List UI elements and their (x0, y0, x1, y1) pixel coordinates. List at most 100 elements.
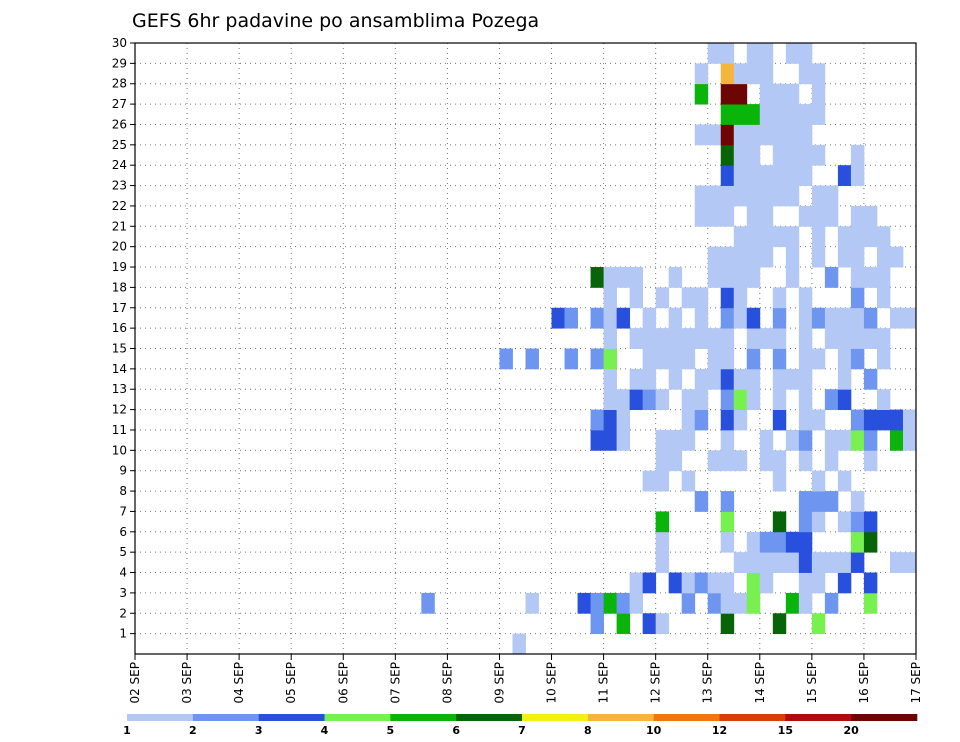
heatmap-cell (759, 205, 774, 227)
heatmap-cell (863, 592, 878, 614)
x-tick-label: 14 SEP (753, 662, 767, 704)
heatmap-cell (837, 246, 852, 268)
y-tick-label: 24 (112, 158, 127, 172)
heatmap-cell (759, 104, 774, 125)
heatmap-cell (798, 592, 813, 614)
legend-label: 4 (321, 724, 329, 737)
heatmap-cell (746, 165, 761, 186)
heatmap-cell (811, 246, 826, 268)
heatmap-cell (720, 267, 735, 288)
legend-swatch (390, 714, 457, 721)
heatmap-cell (811, 491, 826, 512)
heatmap-cell (564, 307, 578, 329)
heatmap-cell (668, 267, 683, 288)
x-tick-label: 15 SEP (805, 662, 819, 704)
heatmap-cell (720, 63, 735, 85)
heatmap-cell (694, 368, 709, 390)
heatmap-cell (811, 552, 826, 573)
heatmap-cell (733, 409, 748, 431)
heatmap-cell (759, 165, 774, 186)
legend-label: 2 (189, 724, 197, 737)
heatmap-cell (798, 429, 813, 451)
x-tick-label: 06 SEP (336, 662, 350, 704)
heatmap-cell (772, 531, 787, 553)
heatmap-cell (616, 592, 631, 614)
heatmap-cell (785, 246, 800, 268)
heatmap-cell (798, 511, 813, 533)
y-tick-label: 1 (119, 627, 127, 641)
heatmap-cell (798, 307, 813, 329)
heatmap-cell (707, 246, 722, 268)
heatmap-cell (876, 226, 891, 248)
heatmap-cell (798, 389, 813, 410)
heatmap-cell (876, 328, 891, 349)
heatmap-cell (850, 409, 865, 431)
heatmap-cell (772, 511, 787, 533)
heatmap-cell (772, 409, 787, 431)
heatmap-cell (863, 267, 878, 288)
y-tick-label: 4 (119, 566, 127, 580)
heatmap-cell (837, 226, 852, 248)
x-tick-label: 17 SEP (909, 662, 923, 704)
heatmap-cell (720, 246, 735, 268)
heatmap-cell (811, 144, 826, 166)
heatmap-cell (720, 613, 735, 635)
y-tick-label: 20 (112, 240, 127, 254)
heatmap-cell (772, 104, 787, 125)
heatmap-cell (733, 165, 748, 186)
heatmap-cell (798, 165, 813, 186)
heatmap-cell (772, 307, 787, 329)
heatmap-cell (850, 307, 865, 329)
heatmap-cell (863, 368, 878, 390)
heatmap-cell (837, 511, 852, 533)
heatmap-cell (746, 246, 761, 268)
heatmap-cell (720, 287, 735, 309)
heatmap-cell (876, 409, 891, 431)
heatmap-cell (655, 450, 670, 472)
heatmap-cell (837, 470, 852, 492)
heatmap-cell (863, 205, 878, 227)
heatmap-cell (785, 267, 800, 288)
heatmap-cell (655, 348, 670, 370)
heatmap-cell (720, 592, 735, 614)
heatmap-cell (759, 552, 774, 573)
heatmap-cell (720, 205, 735, 227)
heatmap-cell (655, 429, 670, 451)
heatmap-cell (759, 83, 774, 105)
legend-swatch (851, 714, 918, 721)
heatmap-cell (564, 348, 578, 370)
heatmap-cell (720, 124, 735, 146)
heatmap-cell (811, 307, 826, 329)
heatmap-cell (733, 267, 748, 288)
x-tick-label: 11 SEP (597, 662, 611, 704)
heatmap-cell (863, 307, 878, 329)
heatmap-cell (746, 592, 761, 614)
heatmap-cell (629, 572, 644, 594)
heatmap-cell (733, 552, 748, 573)
heatmap-cell (811, 185, 826, 207)
legend-label: 3 (255, 724, 263, 737)
heatmap-cell (850, 144, 865, 166)
heatmap-cell (876, 287, 891, 309)
heatmap-cell (655, 511, 670, 533)
heatmap-cell (824, 307, 839, 329)
heatmap-cell (707, 205, 722, 227)
heatmap-cell (694, 63, 709, 85)
heatmap-cell (720, 409, 735, 431)
heatmap-cell (772, 328, 787, 349)
heatmap-cell (811, 572, 826, 594)
heatmap-cell (746, 531, 761, 553)
legend-label: 10 (646, 724, 662, 737)
heatmap-cell (681, 592, 696, 614)
heatmap-cell (837, 389, 852, 410)
heatmap-cell (668, 368, 683, 390)
heatmap-cell (811, 348, 826, 370)
heatmap-cell (655, 328, 670, 349)
heatmap-cell (798, 104, 813, 125)
heatmap-cell (785, 83, 800, 105)
heatmap-cell (772, 552, 787, 573)
y-tick-label: 26 (112, 117, 127, 131)
heatmap-cell (902, 307, 917, 329)
heatmap-cell (746, 328, 761, 349)
